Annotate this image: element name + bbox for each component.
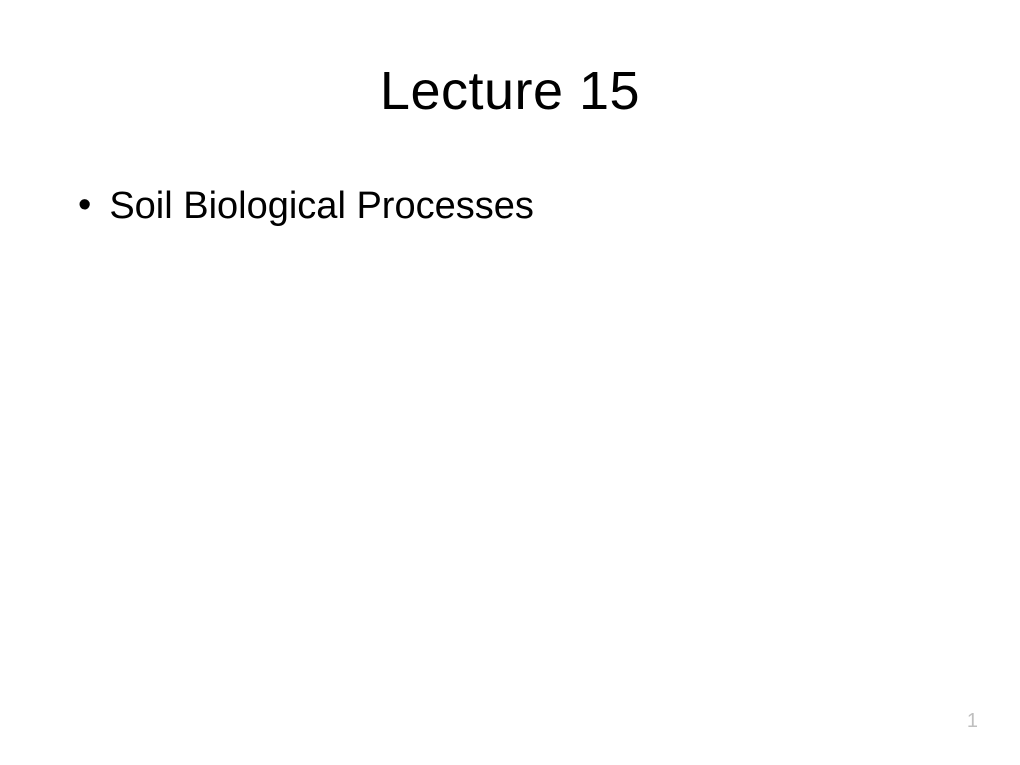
slide: Lecture 15 • Soil Biological Processes 1 (0, 0, 1020, 765)
bullet-marker: • (78, 181, 91, 230)
bullet-item: • Soil Biological Processes (78, 182, 1020, 231)
bullet-text: Soil Biological Processes (109, 182, 534, 231)
slide-content: • Soil Biological Processes (0, 122, 1020, 231)
page-number: 1 (967, 710, 978, 733)
slide-title: Lecture 15 (0, 0, 1020, 122)
